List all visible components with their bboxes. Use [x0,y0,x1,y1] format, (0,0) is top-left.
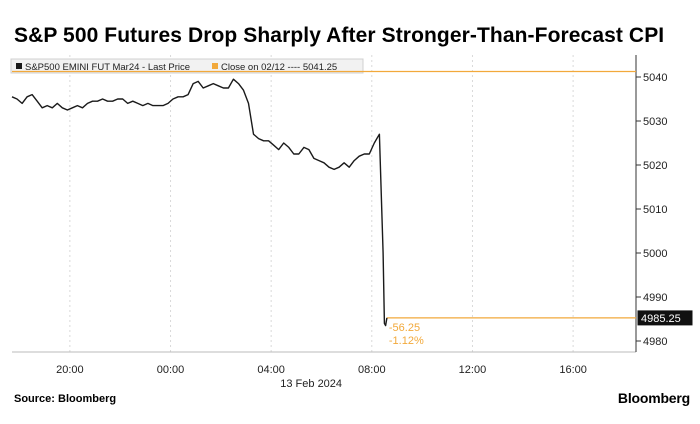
legend-box [10,58,364,74]
legend-entry: S&P500 EMINI FUT Mar24 - Last Price [25,62,190,73]
y-tick-label: 4980 [643,336,667,348]
y-tick-label: 5010 [643,204,667,216]
axes: 20:00 00:00 04:00 08:00 12:00 16:00 13 Feb 202… [12,55,667,390]
bloomberg-logo: Bloomberg [617,390,690,406]
x-tick-label: 12:00 [459,364,487,376]
legend-swatch [212,63,218,69]
x-tick-label: 00:00 [157,364,185,376]
x-tick-label: 04:00 [257,364,285,376]
x-tick-label: 20:00 [56,364,84,376]
legend: S&P500 EMINI FUT Mar24 - Last Price Close… [10,58,364,74]
price-series-line [11,78,388,327]
annotations: 4985.25 -56.25-1.12% [389,310,693,347]
y-tick-label: 5040 [643,72,667,84]
change-label: -56.25 [389,322,420,334]
source-note: Source: Bloomberg [14,393,117,405]
x-date-label: 13 Feb 2024 [280,378,342,390]
series-lines [11,70,636,327]
y-tick-label: 5030 [643,116,667,128]
last-price-badge [637,310,693,326]
grid-lines [69,55,574,352]
change-pct-label: -1.12% [389,335,424,347]
y-tick-label: 4990 [643,292,667,304]
y-tick-label: 5000 [643,248,667,260]
legend-entry: Close on 02/12 ---- 5041.25 [221,62,337,73]
y-tick-label: 5020 [643,160,667,172]
last-price-label: 4985.25 [641,313,681,325]
chart-title: S&P 500 Futures Drop Sharply After Stron… [14,24,665,47]
legend-swatch [16,63,22,69]
x-tick-label: 16:00 [559,364,587,376]
x-tick-label: 08:00 [358,364,386,376]
